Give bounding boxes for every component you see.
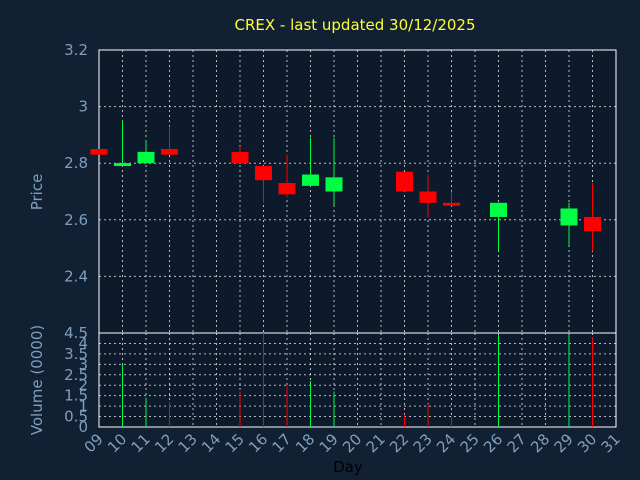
candle-body [278,183,296,195]
volume-tick-label: 1.5 [64,387,88,405]
candle-body [419,191,437,203]
price-tick-label: 2.4 [64,267,88,285]
price-tick-label: 2.8 [64,154,88,172]
price-tick-label: 3.2 [64,41,88,59]
x-axis-label: Day [333,458,363,476]
candle-body [114,163,131,167]
candle-body [137,151,155,164]
candle-body [584,216,601,232]
volume-tick-label: 4.5 [64,324,88,342]
volume-tick-label: 1 [78,397,88,415]
volume-tick-label: 2.5 [64,366,88,384]
volume-tick-label: 2 [78,376,88,394]
volume-y-ticks: 4.543.532.521.510.50 [64,324,88,436]
price-tick-label: 2.6 [64,211,88,229]
volume-axis-label: Volume (0000) [28,325,46,435]
candle-body [443,202,460,206]
price-axis-label: Price [28,174,46,211]
candle-body [90,149,108,155]
candle-body [560,208,578,226]
price-y-ticks: 3.2 3 2.8 2.6 2.4 [64,41,88,285]
volume-tick-label: 3 [78,355,88,373]
candle-body [255,166,272,181]
volume-tick-label: 3.5 [64,345,88,363]
candle-body [231,151,249,164]
candles [90,120,601,251]
candle-body [396,171,413,192]
candle-body [490,202,507,217]
x-ticks: 0910111213141516171819202122232425262728… [81,430,624,456]
chart-title: CREX - last updated 30/12/2025 [234,16,475,34]
candle-body [161,149,178,155]
price-tick-label: 3 [78,98,88,116]
volume-tick-label: 0.5 [64,408,88,426]
volume-tick-label: 0 [78,418,88,436]
candle-body [302,174,319,186]
volume-tick-label: 4 [78,334,88,352]
volume-bars [122,333,593,427]
candle-body [325,177,343,192]
